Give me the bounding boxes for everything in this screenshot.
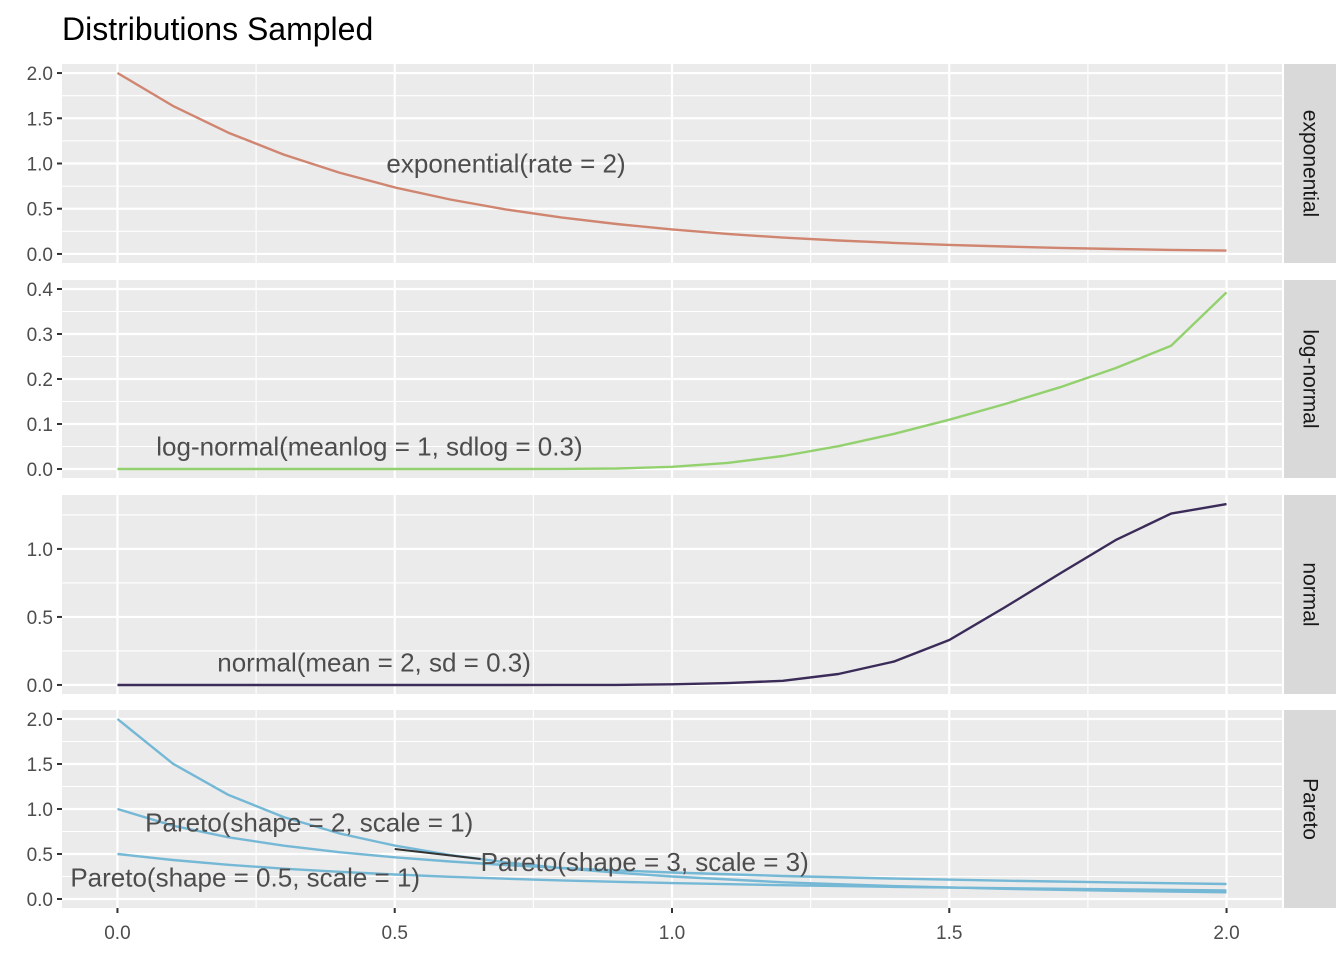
facet-strip — [1284, 280, 1336, 478]
x-tick-label: 0.5 — [382, 923, 408, 944]
x-tick-label: 1.0 — [659, 923, 685, 944]
y-tick-label: 0.0 — [27, 460, 53, 481]
facet-strip — [1284, 495, 1336, 694]
y-tick-label: 0.5 — [27, 200, 53, 221]
x-axis: 0.0 0.5 1.0 1.5 2.0 — [104, 908, 1240, 944]
y-tick-label: 1.0 — [27, 540, 53, 561]
annotation-label: Pareto(shape = 3, scale = 3) — [481, 847, 809, 877]
x-tick-label: 1.5 — [936, 923, 962, 944]
x-tick-label: 0.0 — [104, 923, 130, 944]
facet-strip — [1284, 710, 1336, 908]
chart-title: Distributions Sampled — [62, 11, 373, 47]
y-tick-label: 1.0 — [27, 155, 53, 176]
facet-strip-label: exponential — [1299, 110, 1322, 217]
y-tick-label: 2.0 — [27, 710, 53, 731]
y-tick-label: 0.0 — [27, 245, 53, 266]
y-tick-label: 0.3 — [27, 325, 53, 346]
y-tick-label: 2.0 — [27, 64, 53, 85]
facet-panel-log-normal: 0.0 0.1 0.2 0.3 0.4 log-normal(meanlog = 1, s… — [27, 280, 1336, 481]
facet-strip — [1284, 64, 1336, 263]
y-tick-label: 1.5 — [27, 755, 53, 776]
y-tick-label: 0.2 — [27, 370, 53, 391]
facet-panels: 0.0 0.5 1.0 1.5 2.0 exponential(rate = 2) expo… — [27, 64, 1336, 911]
y-tick-label: 0.0 — [27, 890, 53, 911]
series-line — [117, 852, 1227, 892]
series-line — [116, 71, 1227, 252]
annotation-label: Pareto(shape = 0.5, scale = 1) — [70, 862, 420, 892]
annotation-label: exponential(rate = 2) — [386, 149, 625, 179]
facet-strip-label: log-normal — [1299, 329, 1322, 428]
y-tick-label: 0.5 — [27, 845, 53, 866]
y-tick-label: 0.1 — [27, 415, 53, 436]
annotation-connector — [394, 848, 481, 860]
facet-panel-pareto: 0.0 0.5 1.0 1.5 2.0 Pareto(shape = 2, scale =… — [27, 710, 1336, 911]
x-tick-label: 2.0 — [1213, 923, 1239, 944]
annotation-label: normal(mean = 2, sd = 0.3) — [217, 647, 531, 677]
annotation-label: Pareto(shape = 2, scale = 1) — [145, 808, 473, 838]
series-line — [117, 807, 1227, 886]
y-tick-label: 1.5 — [27, 109, 53, 130]
annotation-label: log-normal(meanlog = 1, sdlog = 0.3) — [156, 432, 582, 462]
facet-strip-label: Pareto — [1299, 778, 1322, 840]
y-tick-label: 0.5 — [27, 608, 53, 629]
facet-strip-label: normal — [1299, 562, 1322, 626]
series-line — [117, 291, 1228, 471]
y-tick-label: 1.0 — [27, 800, 53, 821]
facet-panel-normal: 0.0 0.5 1.0 normal(mean = 2, sd = 0.3) norma… — [27, 495, 1336, 697]
series-line — [117, 502, 1227, 687]
y-tick-label: 0.4 — [27, 280, 54, 301]
facet-panel-exponential: 0.0 0.5 1.0 1.5 2.0 exponential(rate = 2) expo… — [27, 64, 1336, 266]
y-tick-label: 0.0 — [27, 676, 53, 697]
